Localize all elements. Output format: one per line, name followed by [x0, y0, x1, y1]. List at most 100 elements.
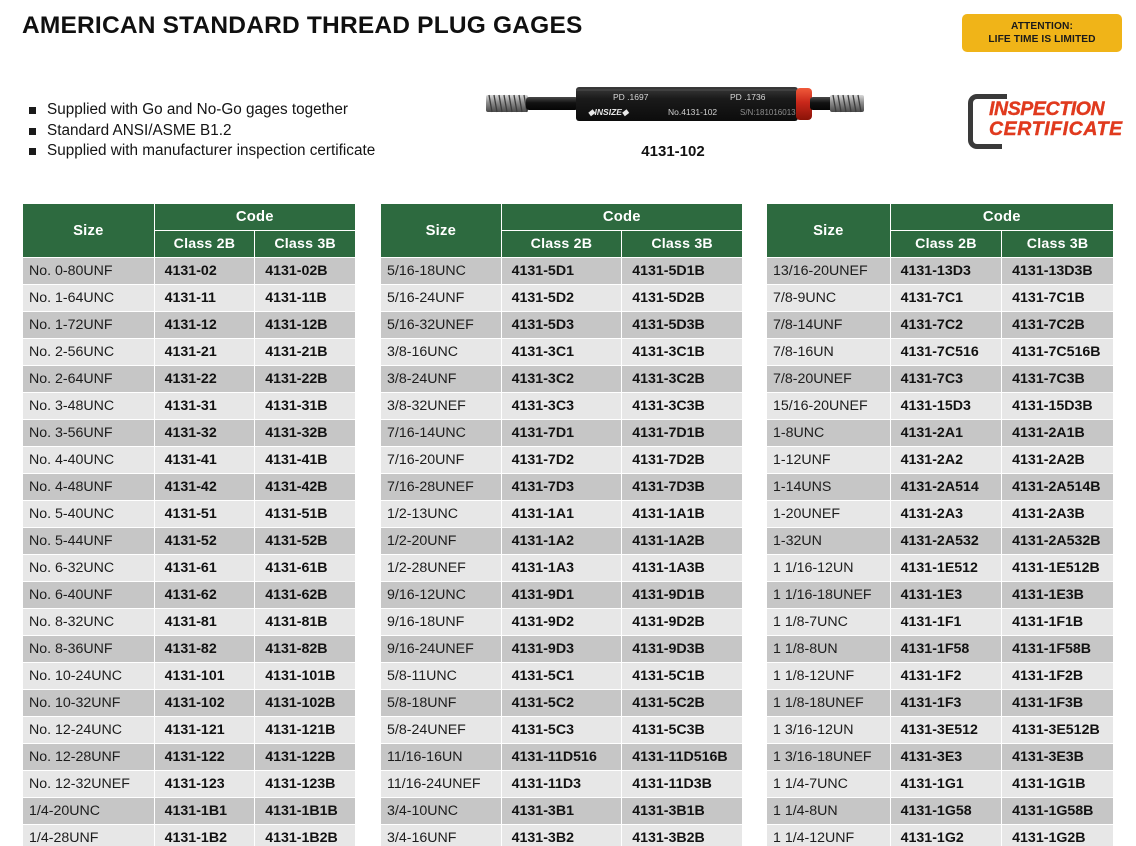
cell-size: 1 1/4-12UNF: [766, 824, 891, 846]
cell-size: No. 5-40UNC: [22, 500, 155, 528]
table-row: 9/16-18UNF 4131-9D2 4131-9D2B: [380, 608, 743, 636]
cell-size: No. 1-64UNC: [22, 284, 155, 312]
cell-class-3b: 4131-3E512B: [1001, 716, 1114, 744]
cell-class-3b: 4131-3C3B: [621, 392, 743, 420]
cell-class-2b: 4131-1G1: [889, 770, 1003, 798]
cell-class-3b: 4131-11D3B: [621, 770, 743, 798]
cell-class-2b: 4131-1B2: [153, 824, 256, 846]
cell-size: 5/16-24UNF: [380, 284, 502, 312]
table-row: No. 1-64UNC 4131-11 4131-11B: [22, 284, 356, 312]
cell-class-3b: 4131-21B: [254, 338, 356, 366]
cell-size: 7/8-14UNF: [766, 311, 891, 339]
table-header: Size Code Class 2B Class 3B: [22, 203, 357, 258]
table-row: No. 5-40UNC 4131-51 4131-51B: [22, 500, 356, 528]
table-row: 1 1/4-8UN 4131-1G58 4131-1G58B: [766, 797, 1114, 825]
cell-size: 1 3/16-12UN: [766, 716, 891, 744]
cell-class-2b: 4131-1F1: [889, 608, 1003, 636]
cell-size: No. 2-56UNC: [22, 338, 155, 366]
cell-size: 7/16-14UNC: [380, 419, 502, 447]
cell-class-3b: 4131-9D3B: [621, 635, 743, 663]
cell-class-2b: 4131-101: [153, 662, 256, 690]
table-row: No. 4-48UNF 4131-42 4131-42B: [22, 473, 356, 501]
table-row: No. 12-28UNF 4131-122 4131-122B: [22, 743, 356, 771]
cell-size: 1 1/4-7UNC: [766, 770, 891, 798]
bracket-icon: [968, 94, 1007, 149]
code-marking: No.4131-102: [668, 107, 717, 117]
cell-size: No. 1-72UNF: [22, 311, 155, 339]
cell-size: No. 12-32UNEF: [22, 770, 155, 798]
cell-size: No. 12-24UNC: [22, 716, 155, 744]
table-row: 1-14UNS 4131-2A514 4131-2A514B: [766, 473, 1114, 501]
cell-size: 3/4-10UNC: [380, 797, 502, 825]
table-row: 1/2-20UNF 4131-1A2 4131-1A2B: [380, 527, 743, 555]
cell-class-3b: 4131-3C2B: [621, 365, 743, 393]
feature-list: Supplied with Go and No-Go gages togethe…: [29, 100, 375, 162]
cell-class-2b: 4131-11: [153, 284, 256, 312]
cell-class-2b: 4131-2A3: [889, 500, 1003, 528]
cell-class-2b: 4131-3C2: [500, 365, 623, 393]
table-row: 5/8-18UNF 4131-5C2 4131-5C2B: [380, 689, 743, 717]
table-row: No. 0-80UNF 4131-02 4131-02B: [22, 257, 356, 285]
cell-class-2b: 4131-5D2: [500, 284, 623, 312]
table-row: No. 2-64UNF 4131-22 4131-22B: [22, 365, 356, 393]
cell-class-2b: 4131-31: [153, 392, 256, 420]
table-row: 7/8-9UNC 4131-7C1 4131-7C1B: [766, 284, 1114, 312]
cell-size: 7/16-20UNF: [380, 446, 502, 474]
table-row: 1-32UN 4131-2A532 4131-2A532B: [766, 527, 1114, 555]
col-header-code: Code: [500, 203, 744, 231]
cell-size: 7/8-20UNEF: [766, 365, 891, 393]
cell-class-3b: 4131-42B: [254, 473, 356, 501]
cell-class-3b: 4131-1F1B: [1001, 608, 1114, 636]
cell-size: 5/8-24UNEF: [380, 716, 502, 744]
cell-class-3b: 4131-1A1B: [621, 500, 743, 528]
cell-class-3b: 4131-7D3B: [621, 473, 743, 501]
feature-text: Supplied with manufacturer inspection ce…: [47, 142, 376, 159]
table-row: 7/8-16UN 4131-7C516 4131-7C516B: [766, 338, 1114, 366]
cell-class-3b: 4131-1A2B: [621, 527, 743, 555]
cell-class-3b: 4131-61B: [254, 554, 356, 582]
table-row: 7/16-20UNF 4131-7D2 4131-7D2B: [380, 446, 743, 474]
cell-class-3b: 4131-5C1B: [621, 662, 743, 690]
gage-table-3: Size Code Class 2B Class 3B 13/16-20UNEF…: [766, 203, 1115, 846]
cell-class-3b: 4131-3C1B: [621, 338, 743, 366]
cell-size: 1 1/8-12UNF: [766, 662, 891, 690]
table-row: No. 10-32UNF 4131-102 4131-102B: [22, 689, 356, 717]
cell-size: 15/16-20UNEF: [766, 392, 891, 420]
col-header-class-3b: Class 3B: [254, 230, 356, 258]
table-row: No. 3-56UNF 4131-32 4131-32B: [22, 419, 356, 447]
col-header-code: Code: [153, 203, 357, 231]
table-row: 1/4-28UNF 4131-1B2 4131-1B2B: [22, 824, 356, 846]
cell-class-3b: 4131-121B: [254, 716, 356, 744]
cell-class-2b: 4131-82: [153, 635, 256, 663]
cell-class-3b: 4131-2A1B: [1001, 419, 1114, 447]
cell-class-3b: 4131-7C3B: [1001, 365, 1114, 393]
cell-size: No. 4-40UNC: [22, 446, 155, 474]
cell-class-3b: 4131-7D2B: [621, 446, 743, 474]
cell-size: No. 10-32UNF: [22, 689, 155, 717]
square-bullet-icon: [29, 127, 36, 135]
cell-size: 7/8-9UNC: [766, 284, 891, 312]
certificate-line-1: INSPECTION: [989, 98, 1105, 120]
cell-size: 5/16-18UNC: [380, 257, 502, 285]
cell-class-2b: 4131-5D3: [500, 311, 623, 339]
cell-class-2b: 4131-1G58: [889, 797, 1003, 825]
table-row: No. 8-36UNF 4131-82 4131-82B: [22, 635, 356, 663]
square-bullet-icon: [29, 148, 36, 155]
cell-class-3b: 4131-2A532B: [1001, 527, 1114, 555]
table-row: 1 1/4-12UNF 4131-1G2 4131-1G2B: [766, 824, 1114, 846]
cell-class-3b: 4131-102B: [254, 689, 356, 717]
list-item: Standard ANSI/ASME B1.2: [29, 121, 375, 142]
cell-class-3b: 4131-5C3B: [621, 716, 743, 744]
table-row: No. 6-40UNF 4131-62 4131-62B: [22, 581, 356, 609]
table-row: 1 1/8-7UNC 4131-1F1 4131-1F1B: [766, 608, 1114, 636]
col-header-size: Size: [22, 203, 155, 258]
cell-class-3b: 4131-1F3B: [1001, 689, 1114, 717]
table-row: No. 6-32UNC 4131-61 4131-61B: [22, 554, 356, 582]
table-row: 1/4-20UNC 4131-1B1 4131-1B1B: [22, 797, 356, 825]
gage-table-2: Size Code Class 2B Class 3B 5/16-18UNC 41…: [380, 203, 744, 846]
cell-class-3b: 4131-81B: [254, 608, 356, 636]
cell-size: No. 3-48UNC: [22, 392, 155, 420]
table-row: No. 12-32UNEF 4131-123 4131-123B: [22, 770, 356, 798]
cell-class-3b: 4131-12B: [254, 311, 356, 339]
pd-nogo-marking: PD .1736: [730, 92, 766, 102]
